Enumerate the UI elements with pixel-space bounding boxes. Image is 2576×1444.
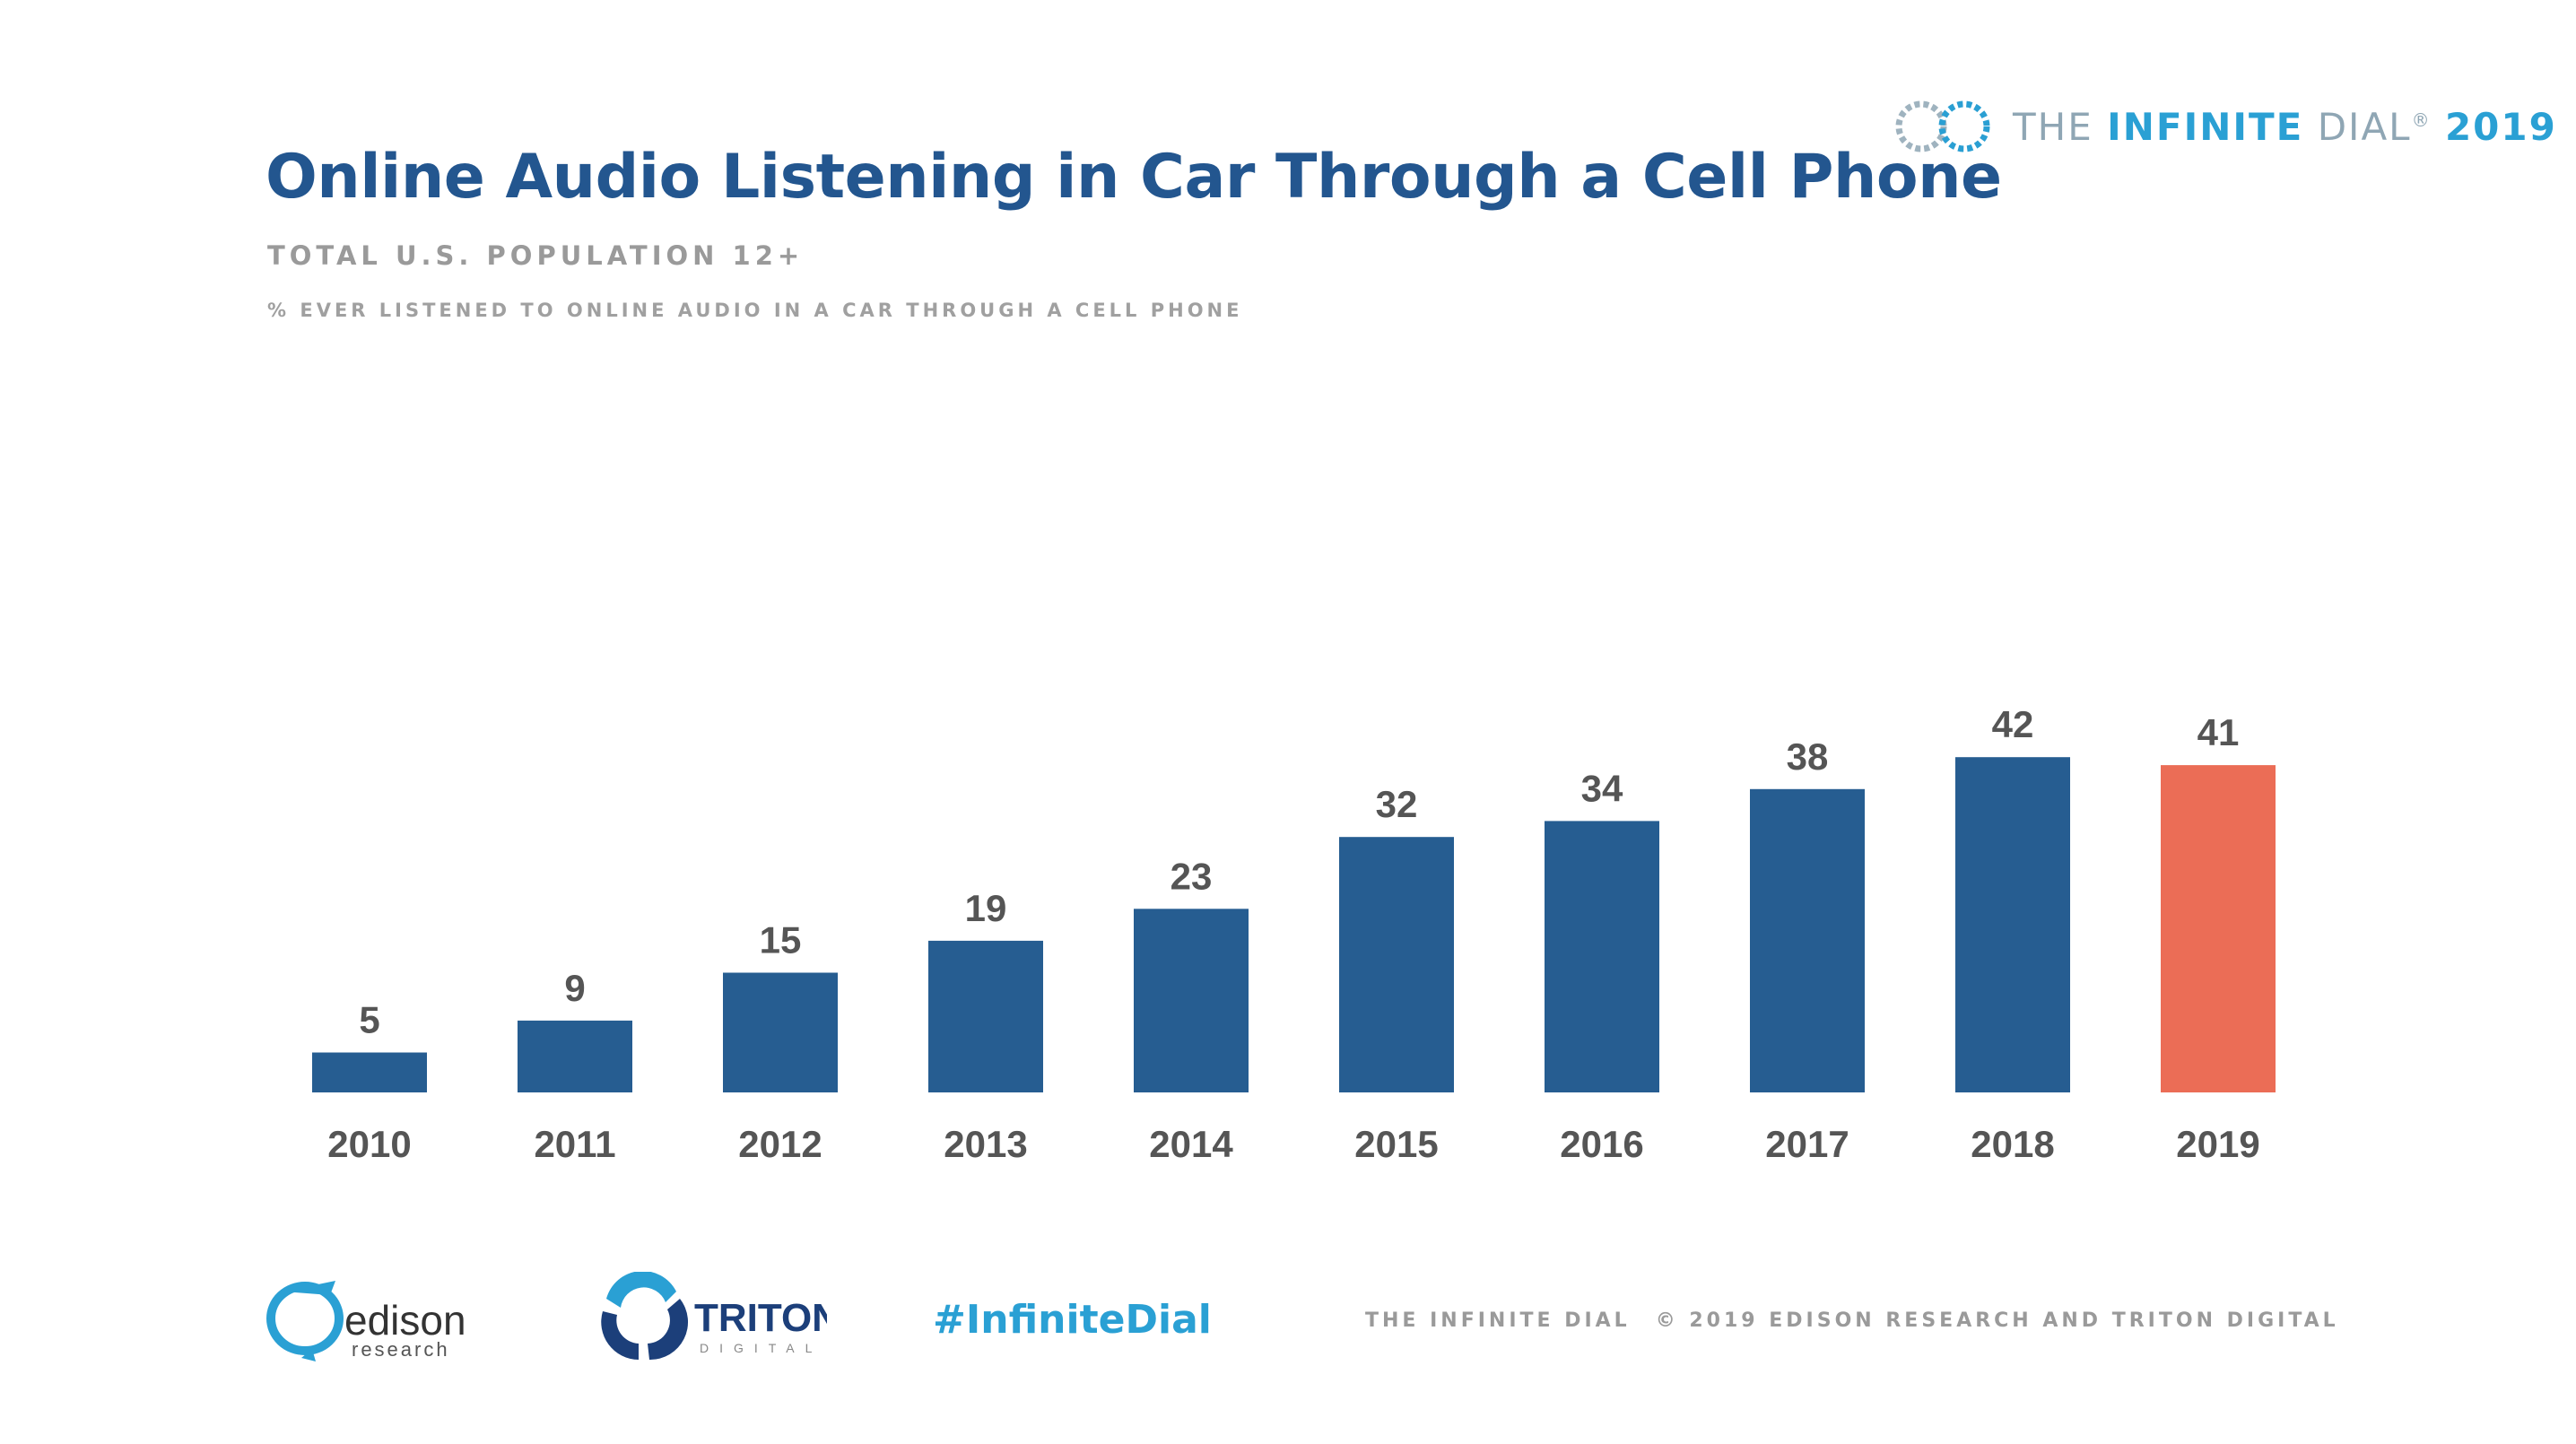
bar-2011 (518, 1020, 632, 1092)
svg-text:edison: edison (344, 1297, 466, 1344)
value-label-2013: 19 (965, 887, 1007, 929)
value-label-2012: 15 (760, 919, 802, 961)
category-label-2014: 2014 (1149, 1123, 1233, 1165)
brand-dial: DIAL (2317, 104, 2412, 149)
chart-subtitle: TOTAL U.S. POPULATION 12+ (267, 240, 805, 271)
infinite-dial-brand: THE INFINITE DIAL® 2019 (1893, 95, 2557, 158)
bar-2016 (1545, 821, 1659, 1092)
bar-2017 (1750, 788, 1865, 1092)
footer-copyright: THE INFINITE DIAL © 2019 EDISON RESEARCH … (1365, 1309, 2339, 1332)
value-label-2010: 5 (359, 999, 379, 1041)
bar-2019 (2161, 765, 2276, 1092)
footer-left-text: THE INFINITE DIAL (1365, 1309, 1631, 1332)
category-label-2013: 2013 (944, 1123, 1027, 1165)
category-label-2010: 2010 (327, 1123, 411, 1165)
value-label-2017: 38 (1787, 735, 1829, 778)
value-label-2019: 41 (2197, 711, 2240, 753)
value-label-2015: 32 (1376, 783, 1418, 825)
category-label-2016: 2016 (1560, 1123, 1643, 1165)
brand-wordmark: THE INFINITE DIAL® 2019 (2013, 105, 2557, 149)
svg-text:research: research (352, 1338, 450, 1361)
hashtag: #InfiniteDial (933, 1297, 1212, 1343)
category-label-2015: 2015 (1354, 1123, 1438, 1165)
category-label-2017: 2017 (1765, 1123, 1849, 1165)
triton-digital-logo: TRITON DIGITAL (601, 1272, 827, 1361)
value-label-2011: 9 (564, 967, 585, 1009)
infinity-logo-icon (1895, 100, 1990, 152)
value-label-2018: 42 (1992, 703, 2034, 745)
bar-2018 (1955, 757, 2070, 1092)
brand-infinite: INFINITE (2107, 104, 2304, 149)
bar-2010 (312, 1052, 427, 1092)
footer-right-text: © 2019 EDISON RESEARCH AND TRITON DIGITA… (1655, 1309, 2339, 1332)
bar-2015 (1339, 837, 1454, 1092)
page-title: Online Audio Listening in Car Through a … (265, 142, 2002, 213)
brand-year: 2019 (2444, 104, 2557, 149)
category-label-2012: 2012 (738, 1123, 822, 1165)
svg-text:TRITON: TRITON (694, 1296, 827, 1340)
svg-text:DIGITAL: DIGITAL (700, 1341, 822, 1355)
brand-the: THE (2013, 104, 2093, 149)
bar-2013 (928, 940, 1043, 1092)
chart-description: % EVER LISTENED TO ONLINE AUDIO IN A CAR… (267, 300, 1243, 321)
edison-research-logo: edison research (266, 1281, 466, 1361)
category-label-2018: 2018 (1971, 1123, 2054, 1165)
bar-2012 (723, 972, 838, 1092)
category-label-2019: 2019 (2176, 1123, 2259, 1165)
brand-registered-mark: ® (2411, 109, 2432, 131)
value-label-2016: 34 (1581, 767, 1623, 809)
bar-2014 (1134, 909, 1249, 1092)
bar-chart: 5 2010 9 2011 15 2012 19 2013 23 2014 32 2015 34 2016… (312, 703, 2276, 1165)
value-label-2014: 23 (1171, 855, 1213, 897)
category-label-2011: 2011 (534, 1123, 615, 1165)
